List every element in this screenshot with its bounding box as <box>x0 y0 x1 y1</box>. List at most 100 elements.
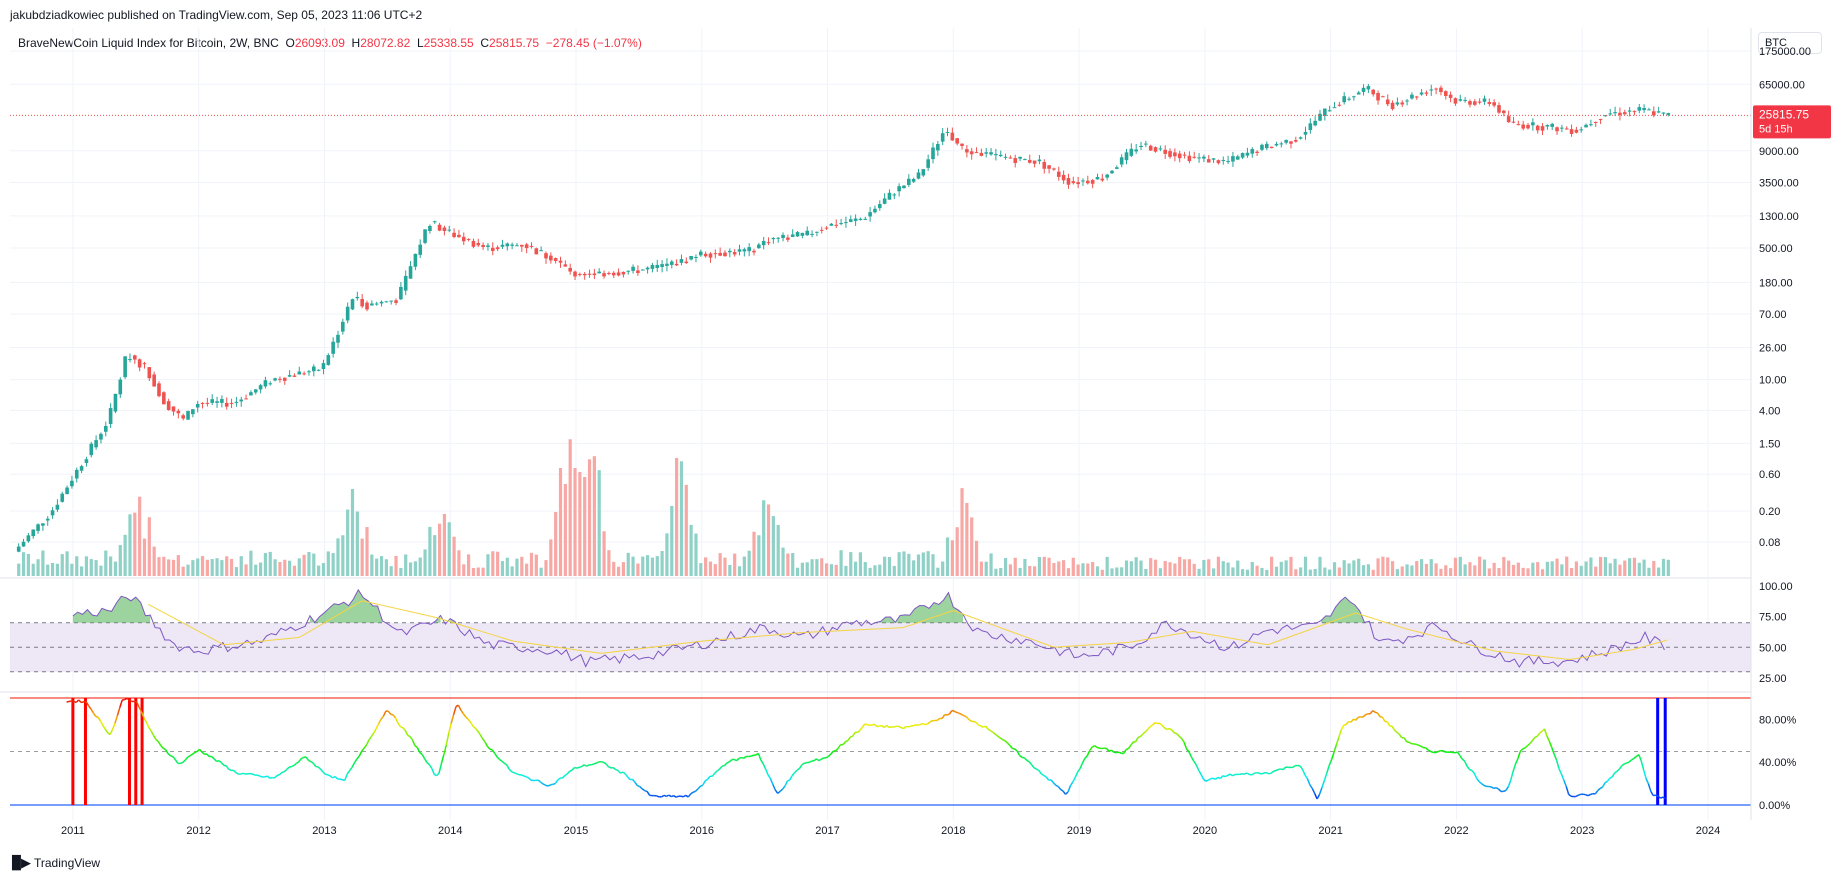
candle-body <box>747 247 751 252</box>
x-tick-label: 2019 <box>1067 825 1091 837</box>
volume-bar <box>544 560 548 576</box>
volume-bar <box>1400 566 1404 576</box>
volume-bar <box>1245 569 1250 576</box>
candle-body <box>974 152 979 154</box>
osc-line-segment <box>661 794 665 798</box>
osc-line-segment <box>1069 781 1074 787</box>
osc-line-segment <box>605 763 609 768</box>
volume-bar <box>1507 560 1511 576</box>
osc-line-segment <box>1094 745 1098 749</box>
volume-bar <box>1565 556 1569 576</box>
osc-line-segment <box>1578 793 1582 796</box>
candle-body <box>568 267 572 272</box>
volume-bar <box>234 567 238 576</box>
oscillator-pane <box>10 697 1751 806</box>
osc-line-segment <box>569 769 573 772</box>
grid <box>0 28 1751 820</box>
candle-body <box>882 198 887 204</box>
osc-line-segment <box>1353 718 1357 721</box>
osc-line-segment <box>542 783 546 786</box>
volume-bar <box>728 564 732 576</box>
candle-body <box>1119 157 1124 165</box>
osc-line-segment <box>165 749 169 755</box>
candle-body <box>723 252 727 257</box>
osc-line-segment <box>1086 750 1091 756</box>
volume-bar <box>476 567 480 576</box>
candle-body <box>486 245 490 247</box>
osc-line-segment <box>1512 764 1517 772</box>
volume-bar <box>1652 561 1656 576</box>
candle-body <box>282 377 287 381</box>
volume-bar <box>1434 563 1438 576</box>
candle-body <box>1206 159 1211 163</box>
osc-line-segment <box>1328 759 1333 766</box>
candle-body <box>1560 127 1564 129</box>
candle-body <box>350 299 355 310</box>
volume-bar <box>1091 561 1095 576</box>
osc-line-segment <box>561 774 566 779</box>
candle-body <box>1618 112 1622 116</box>
candle-body <box>1090 180 1095 184</box>
volume-bar <box>1395 569 1400 576</box>
osc-line-segment <box>985 725 989 730</box>
price-tick-label: 9000.00 <box>1759 146 1799 158</box>
osc-line-segment <box>968 718 972 722</box>
osc-line-segment <box>973 720 977 723</box>
osc-line-segment <box>958 712 962 716</box>
volume-bar <box>1482 559 1487 576</box>
volume-bar <box>597 470 601 576</box>
osc-line-segment <box>1306 778 1311 786</box>
symbol-title[interactable]: BraveNewCoin Liquid Index for Bitcoin, 2… <box>18 36 279 50</box>
volume-bar <box>1376 558 1380 576</box>
volume-bar <box>834 564 838 576</box>
osc-line-segment <box>496 756 501 761</box>
volume-bar <box>94 560 98 576</box>
candle-body <box>1589 124 1593 126</box>
volume-bar <box>1386 557 1390 576</box>
candle-body <box>877 204 882 209</box>
osc-line-segment <box>319 768 324 773</box>
volume-bar <box>254 564 258 576</box>
symbol-legend: BraveNewCoin Liquid Index for Bitcoin, 2… <box>18 36 642 50</box>
osc-line-segment <box>1278 768 1282 771</box>
volume-bar <box>1458 556 1462 576</box>
volume-bar <box>912 560 916 576</box>
candle-body <box>1255 151 1259 153</box>
osc-line-segment <box>116 707 121 716</box>
osc-line-segment <box>1345 721 1350 726</box>
osc-line-segment <box>663 794 667 798</box>
candle-body <box>848 219 853 222</box>
osc-line-segment <box>726 761 730 764</box>
osc-line-segment <box>999 737 1004 741</box>
candle-body <box>1105 174 1109 178</box>
osc-line-segment <box>1381 716 1386 722</box>
osc-line-segment <box>414 745 418 749</box>
osc-line-segment <box>1147 726 1151 730</box>
volume-bar <box>1492 562 1496 576</box>
candle-body <box>408 266 413 279</box>
volume-bar <box>766 504 771 576</box>
volume-bar <box>215 558 219 576</box>
osc-line-segment <box>893 725 897 728</box>
candle-body <box>1531 122 1535 126</box>
osc-line-segment <box>201 751 205 755</box>
volume-bar <box>307 552 311 576</box>
tradingview-logo[interactable]: ▉▶ TradingView <box>12 855 100 871</box>
candle-body <box>500 244 505 247</box>
osc-line-segment <box>1275 768 1279 772</box>
osc-line-segment <box>180 761 183 765</box>
osc-line-segment <box>1026 759 1030 763</box>
osc-line-segment <box>457 704 462 711</box>
candle-body <box>926 159 930 168</box>
candle-body <box>1414 96 1419 98</box>
candle-body <box>955 138 959 144</box>
candle-body <box>761 240 766 246</box>
volume-bar <box>868 567 872 576</box>
osc-line-segment <box>1265 771 1270 775</box>
candle-body <box>1371 89 1376 95</box>
volume-bar <box>878 564 882 576</box>
currency-button[interactable]: BTC <box>1758 32 1822 54</box>
osc-line-segment <box>266 775 271 779</box>
candle-body <box>1376 92 1380 101</box>
